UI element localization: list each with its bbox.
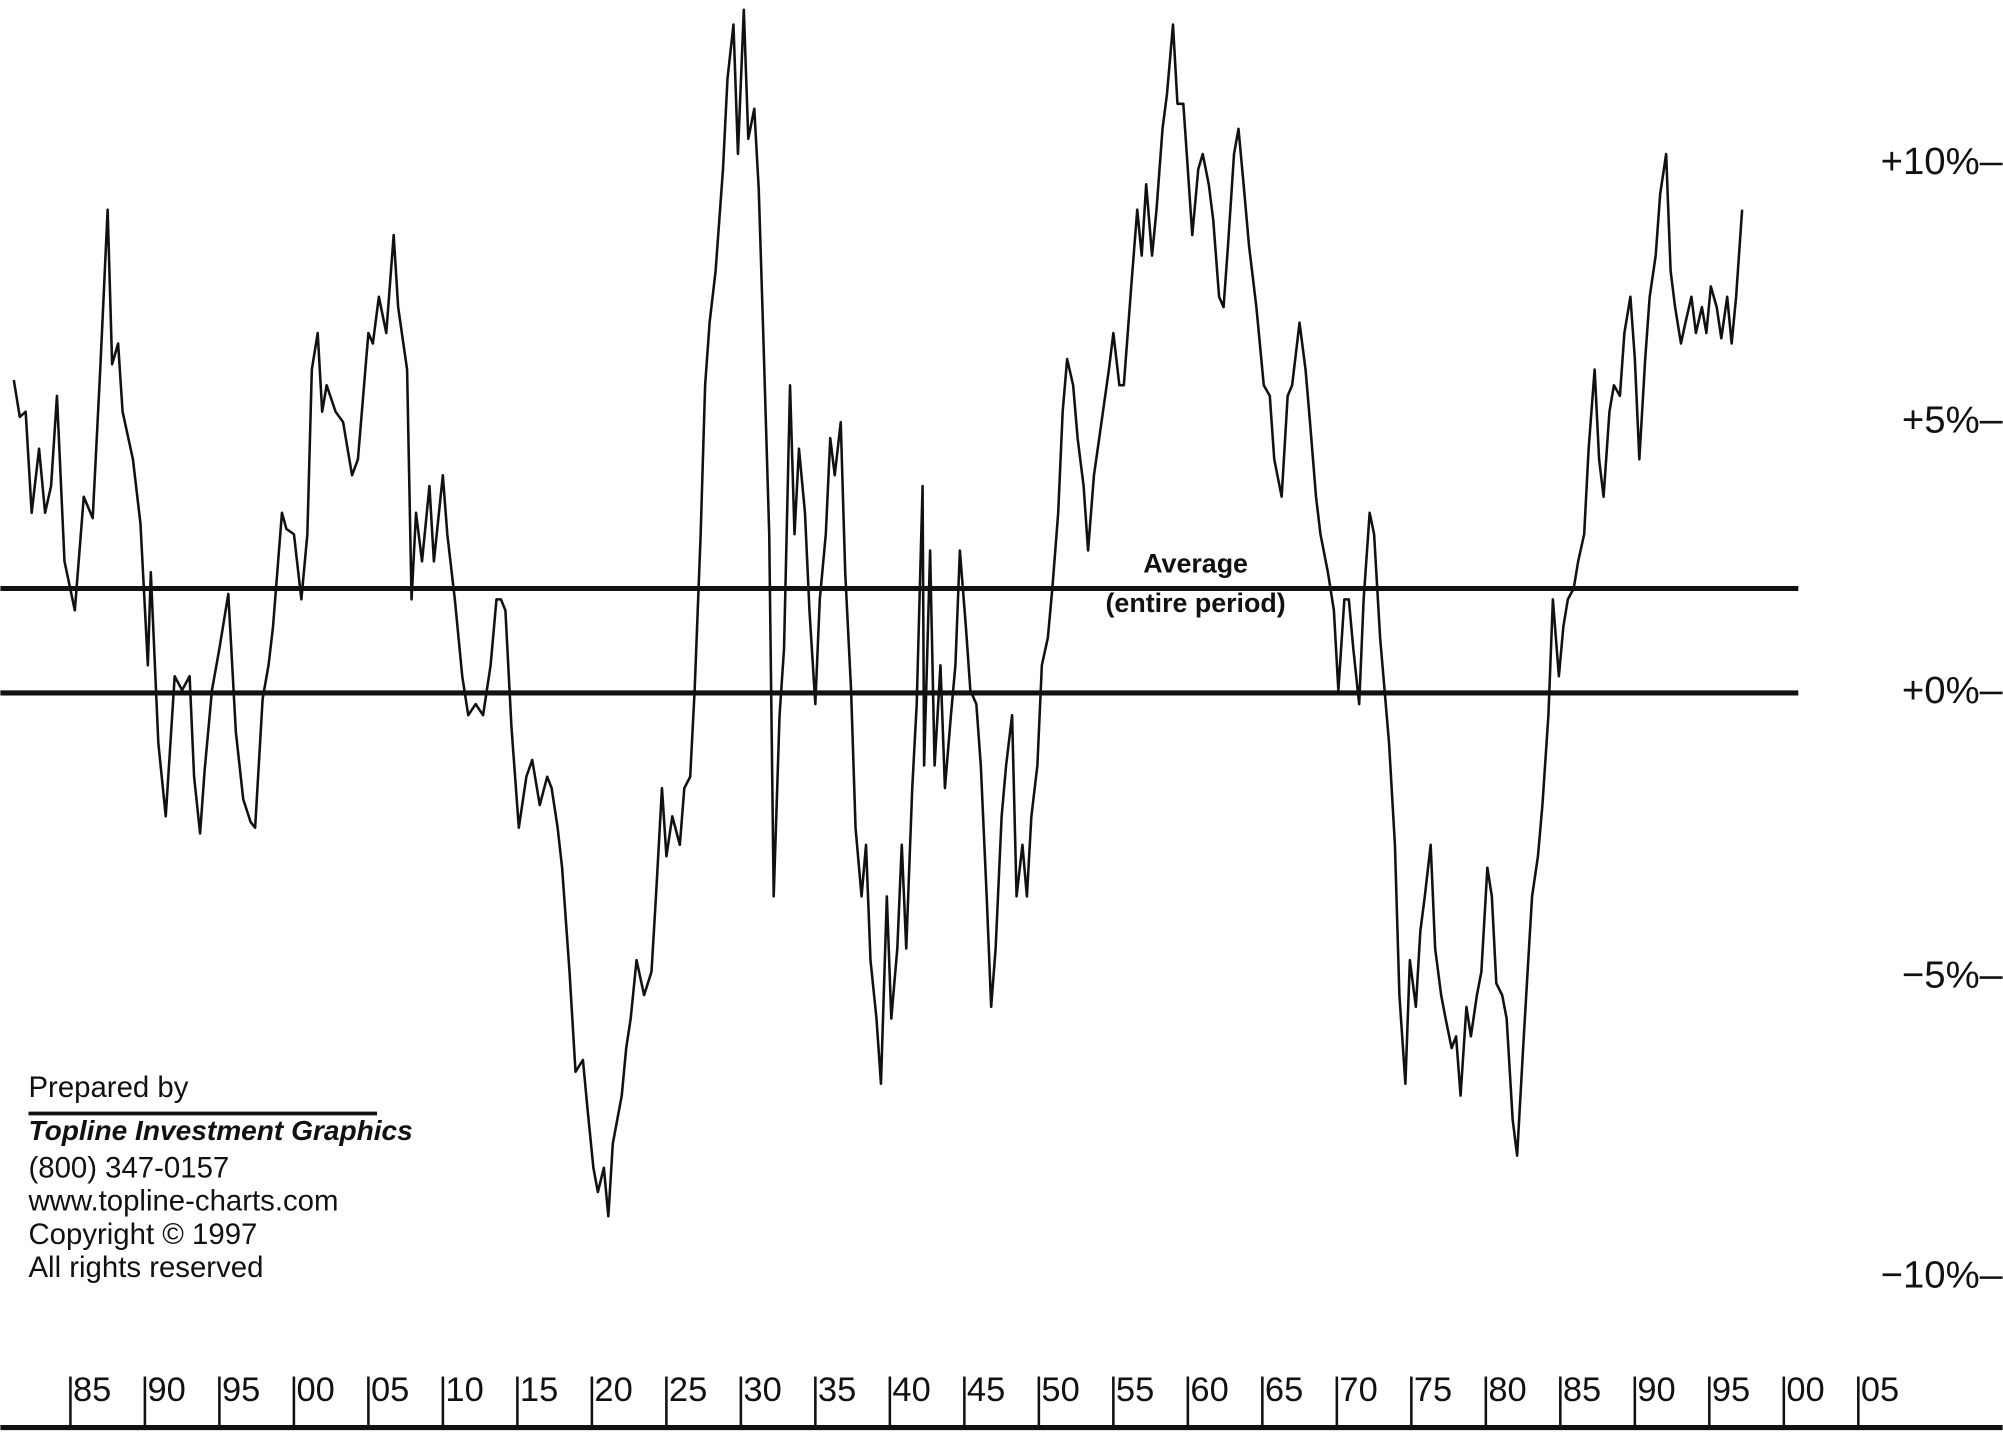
x-tick-label: 75 xyxy=(1414,1371,1452,1409)
data-line xyxy=(12,8,1744,1218)
x-tick-label: 80 xyxy=(1488,1371,1526,1409)
credit-text: (800) 347-0157 xyxy=(28,1151,229,1184)
y-tick-label: −10% xyxy=(1881,1254,1980,1297)
x-tick-label: 90 xyxy=(1637,1371,1675,1409)
credit-text: www.topline-charts.com xyxy=(27,1185,338,1218)
x-tick-label: 10 xyxy=(445,1371,483,1409)
x-tick-label: 50 xyxy=(1041,1371,1079,1409)
x-tick-label: 55 xyxy=(1116,1371,1154,1409)
x-tick-label: 95 xyxy=(222,1371,260,1409)
x-tick-label: 85 xyxy=(73,1371,111,1409)
x-tick-label: 25 xyxy=(669,1371,707,1409)
x-tick-label: 30 xyxy=(743,1371,781,1409)
x-tick-label: 40 xyxy=(892,1371,930,1409)
x-tick-label: 20 xyxy=(594,1371,632,1409)
x-tick-label: 90 xyxy=(147,1371,185,1409)
credit-text: All rights reserved xyxy=(28,1251,263,1284)
credit-text: Copyright © 1997 xyxy=(28,1218,257,1251)
y-tick-label: +0% xyxy=(1902,669,1980,712)
reference-label: Average xyxy=(1143,549,1248,579)
y-tick-label: +5% xyxy=(1902,398,1980,441)
reference-label: (entire period) xyxy=(1106,588,1286,618)
x-tick-label: 00 xyxy=(296,1371,334,1409)
y-tick-label: −5% xyxy=(1902,954,1980,997)
x-tick-label: 85 xyxy=(1563,1371,1601,1409)
credit-text: Prepared by xyxy=(28,1071,188,1104)
x-tick-label: 70 xyxy=(1339,1371,1377,1409)
x-tick-label: 05 xyxy=(371,1371,409,1409)
y-tick-label: +10% xyxy=(1881,140,1980,183)
x-tick-label: 65 xyxy=(1265,1371,1303,1409)
x-tick-label: 35 xyxy=(818,1371,856,1409)
x-tick-label: 00 xyxy=(1786,1371,1824,1409)
x-tick-label: 45 xyxy=(967,1371,1005,1409)
x-tick-label: 60 xyxy=(1190,1371,1228,1409)
x-tick-label: 95 xyxy=(1712,1371,1750,1409)
credit-text: Topline Investment Graphics xyxy=(28,1115,412,1146)
x-tick-label: 05 xyxy=(1861,1371,1899,1409)
x-tick-label: 15 xyxy=(520,1371,558,1409)
